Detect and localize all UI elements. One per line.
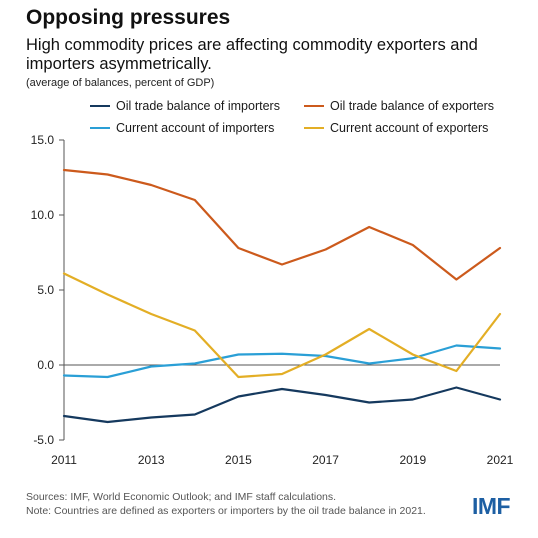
- sources-text: Sources: IMF, World Economic Outlook; an…: [26, 491, 337, 503]
- x-tick-label: 2013: [138, 453, 165, 467]
- legend-label: Oil trade balance of importers: [116, 99, 280, 113]
- legend-swatch: [304, 104, 324, 108]
- legend-label: Oil trade balance of exporters: [330, 99, 494, 113]
- chart-units: (average of balances, percent of GDP): [26, 77, 215, 89]
- y-tick-label: 5.0: [37, 283, 54, 297]
- legend-label: Current account of importers: [116, 121, 275, 135]
- x-tick-label: 2015: [225, 453, 252, 467]
- y-tick-label: 10.0: [31, 208, 55, 222]
- legend-swatch: [90, 126, 110, 130]
- legend-item-exporters-ca: Current account of exporters: [304, 121, 488, 135]
- legend-label: Current account of exporters: [330, 121, 489, 135]
- legend-item-importers-oil: Oil trade balance of importers: [90, 99, 280, 113]
- legend-item-importers-ca: Current account of importers: [90, 121, 274, 135]
- series-line-1: [62, 168, 502, 281]
- x-tick-label: 2019: [399, 453, 426, 467]
- chart-sources: Sources: IMF, World Economic Outlook; an…: [26, 490, 426, 518]
- y-tick-label: -5.0: [33, 433, 54, 447]
- x-tick-label: 2011: [51, 453, 77, 467]
- series-line-0: [62, 386, 502, 424]
- legend-swatch: [90, 104, 110, 108]
- x-tick-label: 2021: [487, 453, 514, 467]
- note-text: Note: Countries are defined as exporters…: [26, 505, 426, 517]
- legend-swatch: [304, 126, 324, 130]
- series-line-3: [62, 272, 502, 379]
- chart-title: Opposing pressures: [26, 6, 231, 29]
- chart-subtitle: High commodity prices are affecting comm…: [26, 36, 478, 73]
- legend-item-exporters-oil: Oil trade balance of exporters: [304, 99, 494, 113]
- x-tick-label: 2017: [312, 453, 339, 467]
- y-tick-label: 15.0: [31, 133, 55, 147]
- y-tick-label: 0.0: [37, 358, 54, 372]
- imf-logo: IMF: [472, 493, 511, 519]
- series-line-2: [62, 344, 502, 379]
